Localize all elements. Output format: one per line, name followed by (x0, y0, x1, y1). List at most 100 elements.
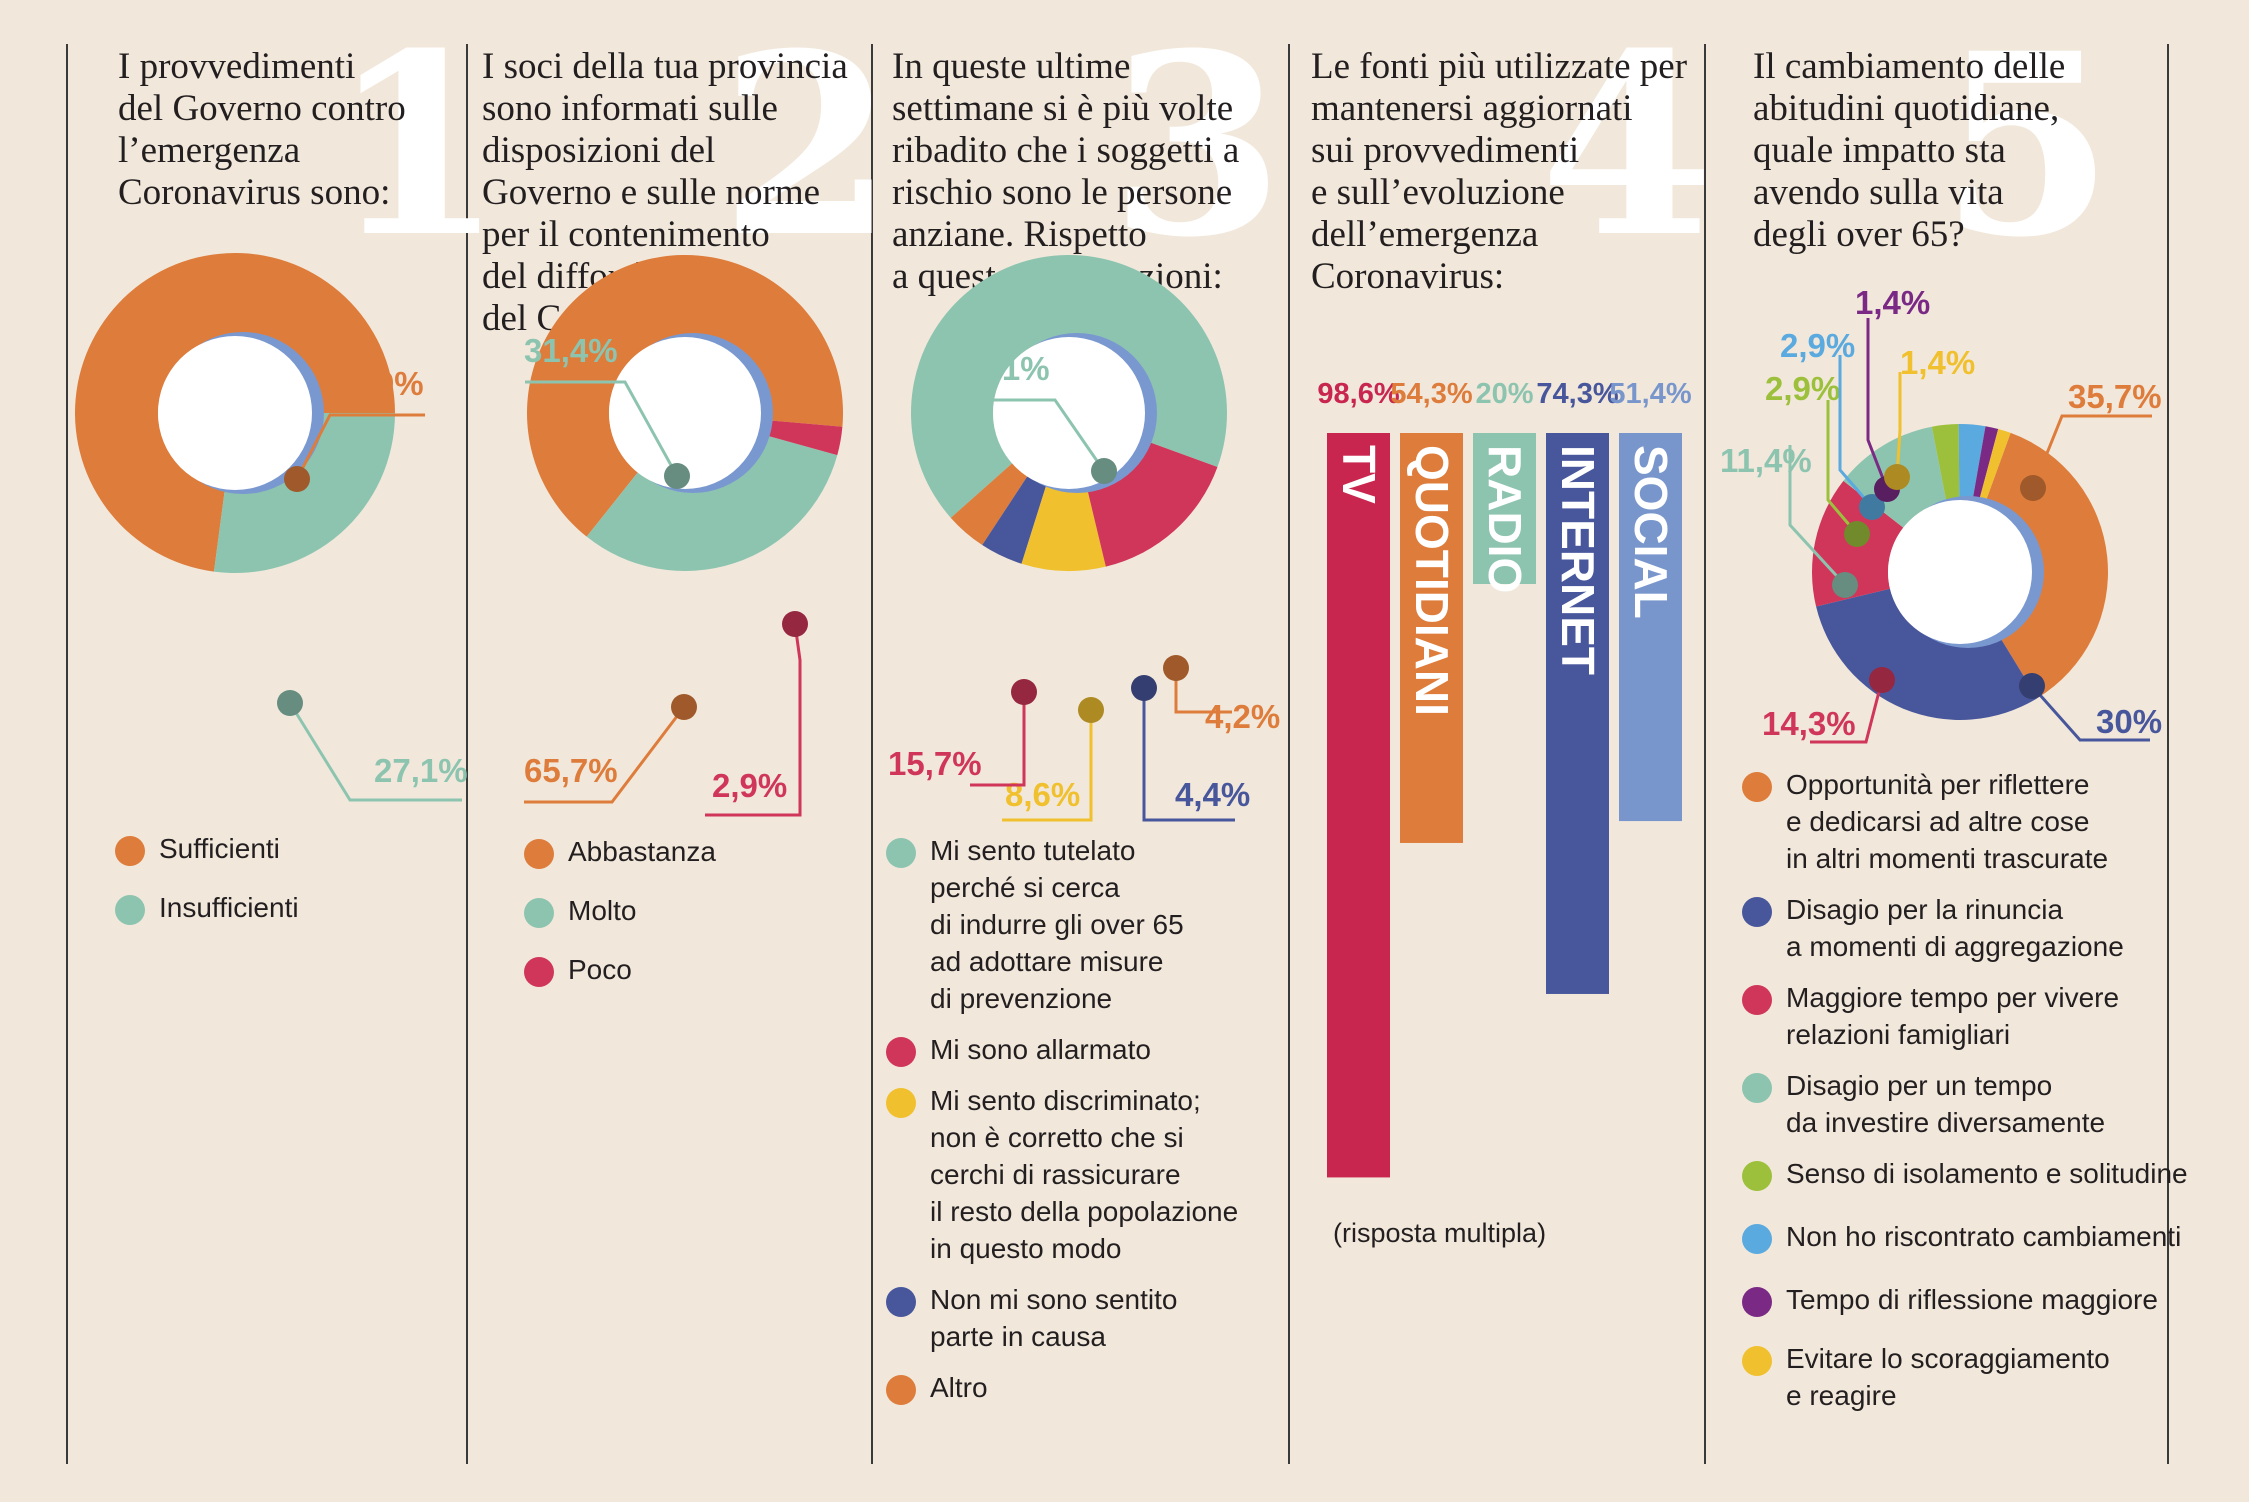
value-label: 8,6% (1005, 776, 1080, 813)
callout-line (288, 702, 462, 802)
value-label: 30% (2096, 703, 2162, 740)
question-line: sono informati sulle (482, 88, 778, 129)
legend-label: Opportunità per riflettere e dedicarsi ad… (1786, 769, 2109, 874)
callout-line (1866, 318, 1889, 490)
question-line: rischio sono le persone (892, 172, 1233, 213)
legend-item: Disagio per un tempo da investire diversa… (1742, 1067, 2188, 1141)
callout-dot (1011, 679, 1037, 705)
bar-category-label: RADIO (1479, 445, 1531, 593)
callout-dot (277, 690, 303, 716)
value-label: 72,9% (330, 365, 424, 402)
legend-item: Senso di isolamento e solitudine (1742, 1155, 2188, 1192)
donut-slice (1972, 426, 1999, 503)
question-line: settimane si è più volte (892, 88, 1234, 129)
bar-category-label: QUOTIDIANI (1406, 445, 1458, 716)
legend-item: Disagio per la rinuncia a momenti di aggr… (1742, 891, 2188, 965)
question-line: l’emergenza (118, 130, 301, 171)
callout-line (950, 398, 1106, 472)
donut-slice (586, 433, 838, 571)
question-line: Governo e sulle norme (482, 172, 821, 213)
question-line: per il contenimento (482, 214, 770, 255)
donut-slice (1931, 424, 1960, 502)
legend-item: Altro (886, 1369, 1238, 1406)
question-line: sui provvedimenti (1311, 130, 1580, 171)
question-line: ribadito che i soggetti a (892, 130, 1240, 171)
column-divider (66, 44, 68, 1464)
value-label: 14,3% (1762, 705, 1856, 742)
legend-swatch (1742, 772, 1772, 802)
legend-label: Altro (930, 1372, 988, 1403)
callout-dot (1884, 464, 1910, 490)
callout-dot (782, 611, 808, 637)
legend-label: Maggiore tempo per vivere relazioni famig… (1786, 982, 2120, 1050)
donut-slice (758, 419, 843, 456)
legend-label: Senso di isolamento e solitudine (1786, 1158, 2188, 1189)
question-line: quale impatto sta (1753, 130, 2006, 171)
question-line: I soci della tua provincia (482, 46, 848, 87)
bar-value-label: 74,3% (1536, 378, 1618, 410)
legend-label: Insufficienti (159, 892, 299, 923)
callout-dot (1163, 655, 1189, 681)
question-5: Il cambiamento delle abitudini quotidian… (1753, 46, 2065, 256)
donut-slice (1021, 485, 1106, 571)
legend-item: Evitare lo scoraggiamento e reagire (1742, 1340, 2188, 1414)
question-4: Le fonti più utilizzate per mantenersi a… (1311, 46, 1687, 298)
donut-hole (993, 337, 1145, 489)
bar (1546, 433, 1609, 994)
value-label: 2,9% (1780, 327, 1855, 364)
column-divider (1288, 44, 1290, 1464)
donut-slice (213, 413, 395, 573)
legend-swatch (1742, 1287, 1772, 1317)
bar-category-label: INTERNET (1552, 445, 1604, 675)
question-line: In queste ultime (892, 46, 1131, 87)
legend-swatch (886, 1088, 916, 1118)
callout-line (1174, 668, 1232, 714)
legend-item: Mi sono allarmato (886, 1031, 1238, 1068)
callout-dot (1869, 667, 1895, 693)
donut-slice (1978, 429, 2011, 505)
question-line: disposizioni del (482, 130, 716, 171)
donut-hole (158, 336, 312, 490)
bar (1473, 433, 1536, 584)
legend-swatch (886, 1037, 916, 1067)
legend-5: Opportunità per riflettere e dedicarsi ad… (1742, 766, 2188, 1414)
bar (1327, 433, 1390, 1178)
value-label: 65,7% (524, 752, 618, 789)
value-label: 27,1% (374, 752, 468, 789)
question-line: dell’emergenza (1311, 214, 1539, 255)
value-label: 2,9% (712, 767, 787, 804)
callout-dot (1832, 572, 1858, 598)
panel-number: 1 (330, 0, 504, 292)
donut-hole (1888, 500, 2032, 644)
callout-dot (1844, 521, 1870, 547)
legend-swatch (115, 895, 145, 925)
panel-number: 2 (720, 0, 894, 292)
legend-swatch (524, 898, 554, 928)
legend-label: Tempo di riflessione maggiore (1786, 1284, 2158, 1315)
legend-label: Molto (568, 895, 637, 926)
panel-number: 4 (1540, 0, 1714, 292)
legend-label: Mi sento discriminato; non è corretto che… (930, 1085, 1239, 1264)
callout-dot (1859, 494, 1885, 520)
callout-line (524, 706, 686, 804)
legend-label: Mi sento tutelato perché si cerca di indur… (930, 835, 1184, 1014)
legend-1: Sufficienti Insufficienti (115, 830, 299, 926)
callout-dot (664, 463, 690, 489)
legend-label: Evitare lo scoraggiamento e reagire (1786, 1343, 2110, 1411)
callout-line (1810, 679, 1884, 744)
callout-line (1826, 400, 1859, 535)
donut-slice (1958, 424, 1986, 502)
column-divider (466, 44, 468, 1464)
bar (1400, 433, 1463, 843)
bar-category-label: SOCIAL (1625, 445, 1677, 619)
callout-line (1895, 372, 1902, 478)
legend-label: Sufficienti (159, 833, 280, 864)
value-label: 31,4% (524, 332, 618, 369)
legend-swatch (1742, 897, 1772, 927)
bar (1619, 433, 1682, 822)
bar-value-label: 54,3% (1390, 378, 1472, 410)
callout-dot (2020, 475, 2046, 501)
value-label: 4,4% (1175, 776, 1250, 813)
value-label: 1,4% (1855, 284, 1930, 321)
